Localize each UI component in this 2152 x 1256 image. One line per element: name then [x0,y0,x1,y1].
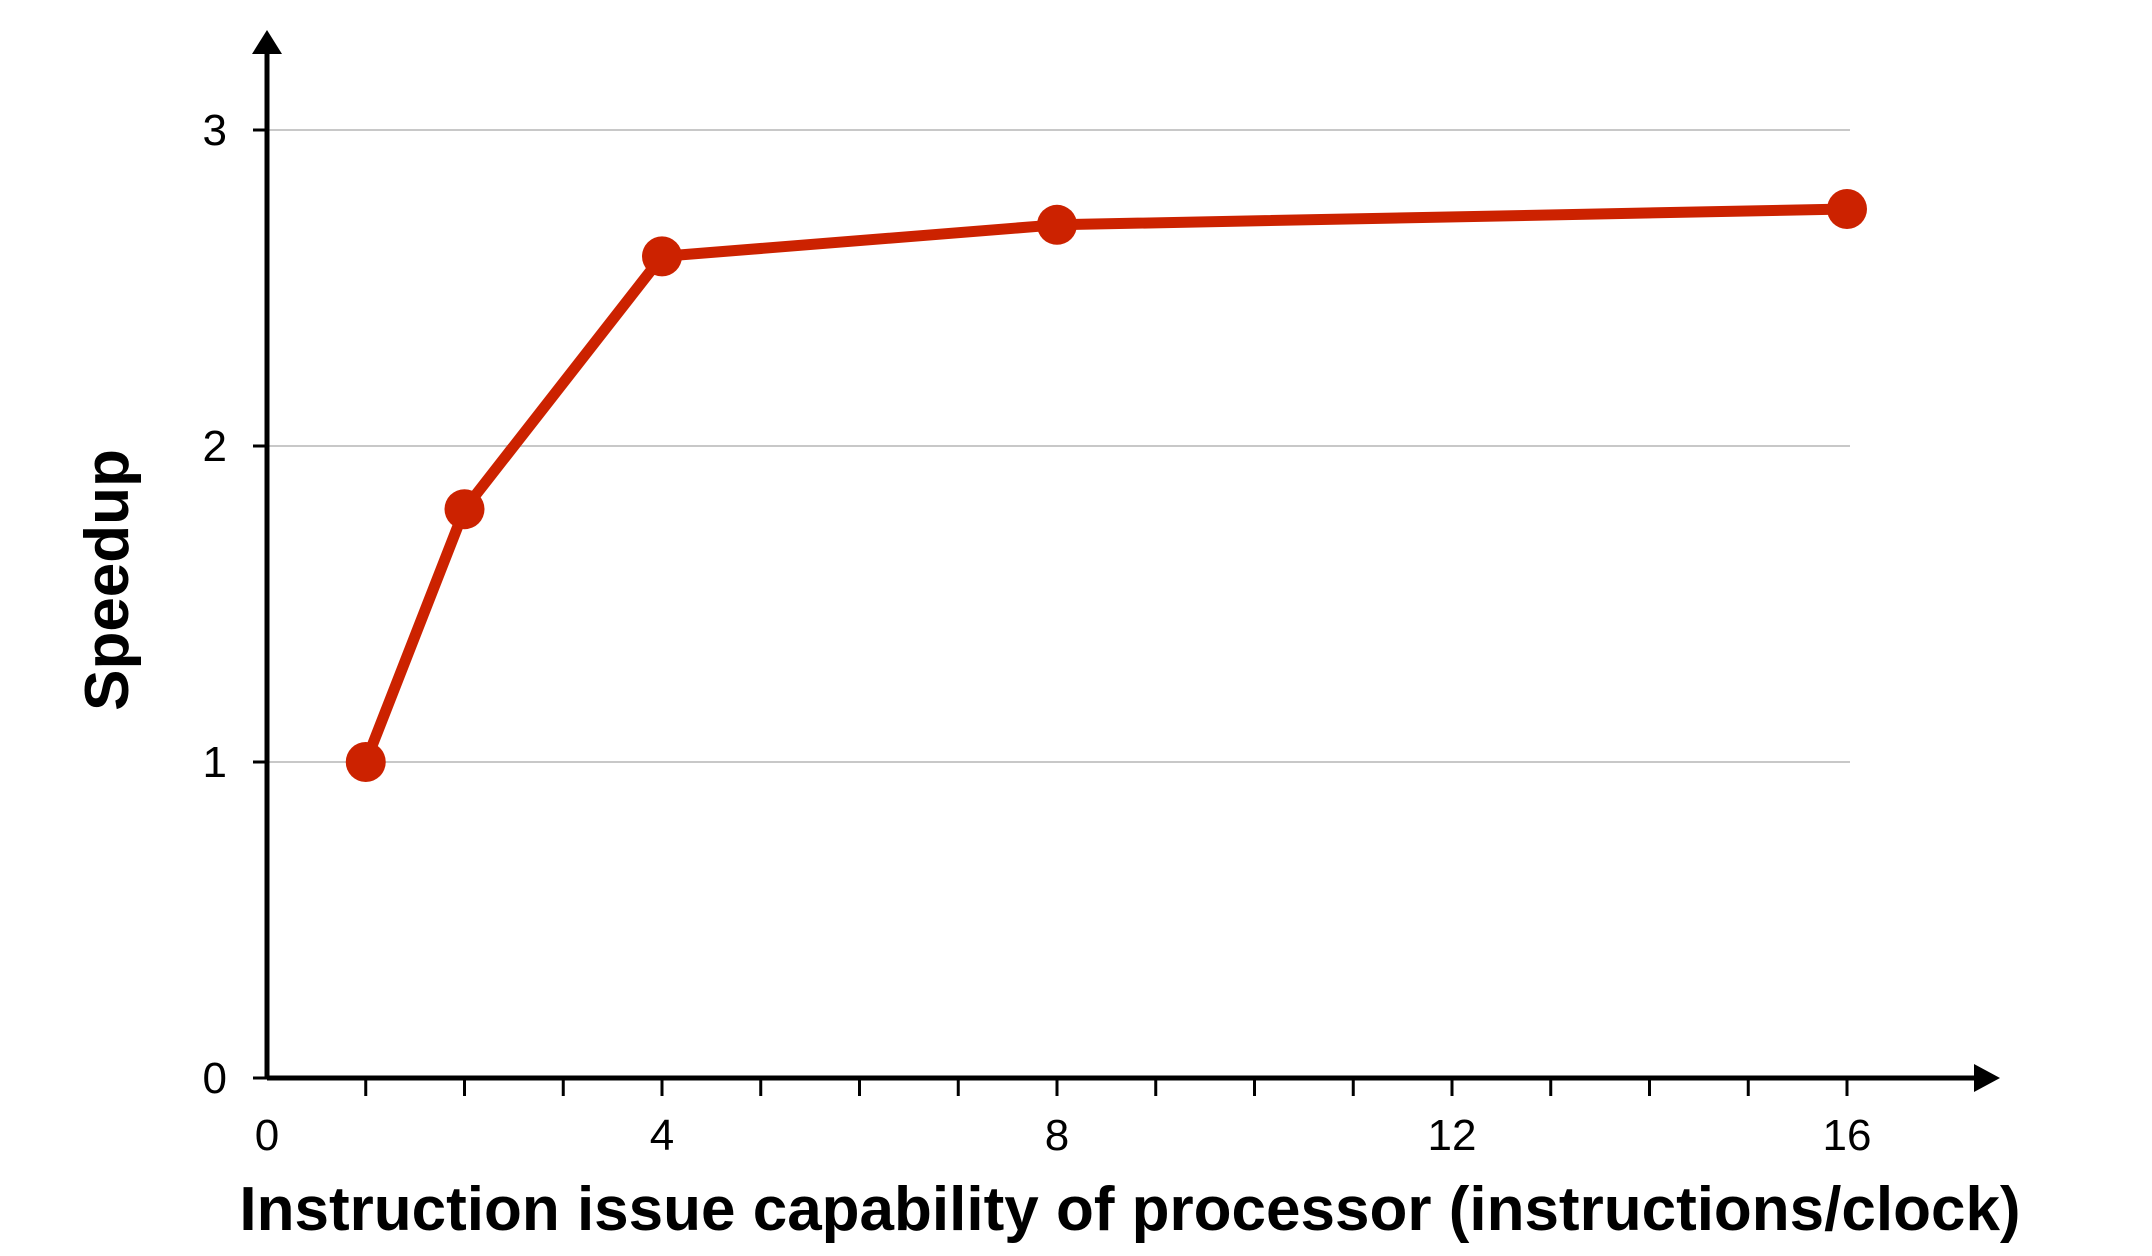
y-tick-label: 0 [203,1054,227,1103]
data-point [1827,189,1867,229]
series-line [360,203,1853,768]
y-axis-arrow [252,30,282,54]
x-tick-label: 8 [1045,1111,1069,1160]
x-axis-arrow [1974,1064,2000,1092]
y-tick-label: 3 [203,106,227,155]
series-layer [345,189,1867,782]
data-point [642,236,682,277]
data-point [444,489,485,530]
x-tick-label: 4 [650,1111,674,1160]
data-point [345,742,386,782]
x-axis-label: Instruction issue capability of processo… [239,1175,2020,1244]
y-tick-label: 2 [203,422,227,471]
y-axis-label: Speedup [73,449,142,711]
x-tick-label: 16 [1823,1111,1872,1160]
x-tick-label: 12 [1428,1111,1477,1160]
y-tick-label: 1 [203,738,227,787]
data-point [1037,204,1077,245]
x-tick-label: 0 [255,1111,279,1160]
grid-layer [267,129,1850,763]
